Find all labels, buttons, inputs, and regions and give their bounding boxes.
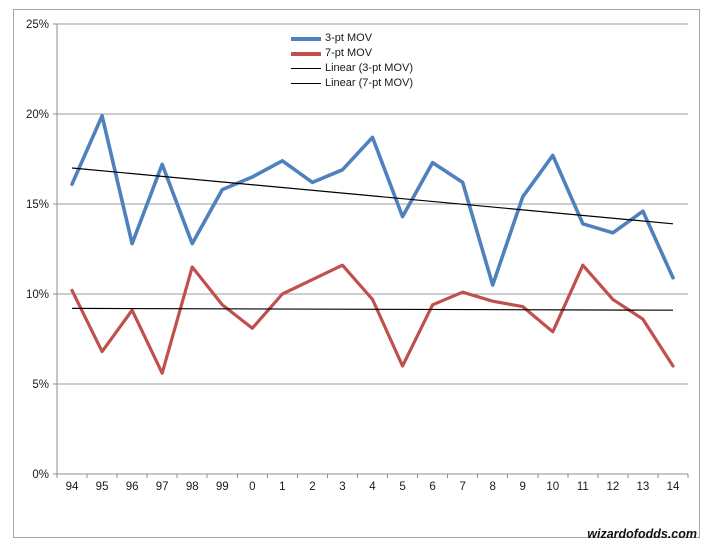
watermark: wizardofodds.com [587,527,697,541]
chart-frame [13,9,700,538]
y-tick-label: 20% [26,109,49,121]
x-tick-label: 94 [66,481,79,493]
x-tick-label: 95 [96,481,109,493]
trendline-Linear-(3-pt-MOV) [71,167,674,225]
legend-label: Linear (3-pt MOV) [325,62,414,74]
series-line-3-pt-MOV [70,114,675,287]
x-tick-label: 97 [156,481,169,493]
legend-line-sample [291,36,321,41]
x-tick-label: 0 [249,481,255,493]
x-tick-label: 8 [489,481,495,493]
legend-item: Linear (7-pt MOV) [291,76,413,91]
legend-item: 7-pt MOV [291,46,413,61]
x-tick-label: 1 [279,481,285,493]
x-tick-label: 3 [339,481,345,493]
x-tick-label: 14 [667,481,680,493]
legend-item: 3-pt MOV [291,31,413,46]
legend-label: 3-pt MOV [325,32,373,44]
x-tick-label: 2 [309,481,315,493]
x-tick-label: 96 [126,481,139,493]
series-line-7-pt-MOV [70,263,675,375]
legend-label: 7-pt MOV [325,47,373,59]
y-tick-label: 5% [32,379,49,391]
legend-label: Linear (7-pt MOV) [325,77,414,89]
x-tick-label: 13 [637,481,650,493]
trendline-Linear-(7-pt-MOV) [72,307,673,311]
y-tick-label: 10% [26,289,49,301]
legend: 3-pt MOV 7-pt MOV Linear (3-pt MOV) Linear … [291,31,413,91]
x-tick-label: 4 [369,481,376,493]
x-tick-label: 9 [520,481,526,493]
x-tick-label: 11 [577,481,589,493]
legend-line-sample [291,83,321,84]
legend-line-sample [291,68,321,69]
x-tick-label: 6 [429,481,435,493]
y-tick-label: 15% [26,199,49,211]
x-tick-label: 99 [216,481,229,493]
x-tick-label: 98 [186,481,199,493]
legend-line-sample [291,51,321,56]
x-tick-label: 12 [606,481,619,493]
x-tick-label: 10 [546,481,559,493]
x-tick-label: 5 [399,481,405,493]
y-tick-label: 0% [32,469,49,481]
y-tick-label: 25% [26,19,49,31]
legend-item: Linear (3-pt MOV) [291,61,413,76]
x-tick-label: 7 [459,481,465,493]
